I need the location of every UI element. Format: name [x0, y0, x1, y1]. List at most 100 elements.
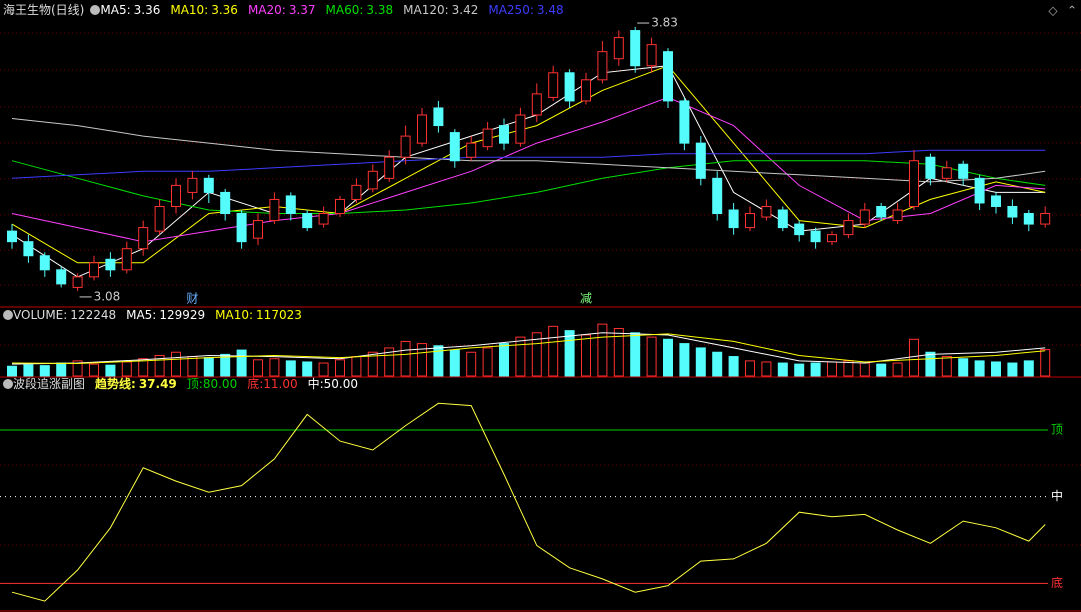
candle-body — [531, 93, 542, 116]
ma-legend: MA60: 3.38 — [326, 2, 394, 18]
ma-label: MA10: — [170, 3, 209, 17]
candle-body — [876, 205, 887, 218]
ma-label: MA10: — [215, 308, 254, 322]
candle-body — [466, 142, 477, 158]
volume-bar — [335, 359, 345, 377]
volume-legend: VOLUME: 122248 — [13, 307, 116, 323]
menu-icon[interactable] — [3, 379, 13, 389]
volume-ma-line — [11, 333, 1046, 365]
volume-bar — [367, 351, 378, 377]
volume-bar — [712, 351, 723, 377]
candle-body — [203, 177, 214, 193]
ma-value: 3.48 — [536, 3, 564, 17]
candle-body — [56, 269, 67, 285]
ma-line — [11, 65, 1046, 264]
volume-bar — [285, 360, 296, 377]
volume-bar — [613, 327, 624, 377]
candle-body — [695, 142, 706, 179]
candle-body — [909, 160, 919, 207]
volume-bar — [138, 358, 149, 377]
volume-bar — [220, 353, 231, 377]
volume-bar — [269, 358, 280, 377]
volume-bar — [121, 361, 132, 377]
level-value: 11.00 — [263, 377, 298, 391]
volume-bar — [253, 359, 263, 377]
volume-bar — [236, 349, 247, 377]
volume-bar — [187, 356, 198, 377]
volume-bar — [351, 356, 362, 377]
trend-line — [11, 402, 1046, 602]
volume-bar — [728, 356, 739, 377]
level-legend: 顶:80.00 — [187, 376, 237, 392]
window-icon[interactable]: ◇ — [1048, 4, 1058, 18]
candle-body — [761, 205, 772, 218]
level-label: 中: — [307, 377, 324, 391]
stock-title: 海王生物(日线) — [3, 3, 85, 17]
volume-bar — [171, 351, 181, 377]
candle-body — [335, 198, 345, 215]
volume-bar — [1040, 349, 1051, 377]
candle-body — [285, 195, 296, 215]
line-legend: 趋势线: 37.49 — [95, 376, 177, 392]
candle-body — [827, 234, 837, 243]
ma-label: MA60: — [325, 3, 364, 17]
ma-line — [11, 149, 1046, 179]
candle-body — [302, 213, 313, 229]
volume-bar — [663, 338, 673, 377]
volume-bar — [7, 365, 17, 377]
ma-value: 3.38 — [366, 3, 394, 17]
volume-bar — [925, 351, 936, 377]
candle-body — [171, 184, 181, 207]
volume-bar — [433, 345, 444, 377]
ma-value: 3.37 — [288, 3, 316, 17]
volume-bar — [1023, 360, 1034, 377]
ma-label: MA120: — [403, 3, 449, 17]
volume-bar — [876, 363, 887, 377]
candle-body — [351, 184, 362, 200]
level-legend: 底:11.00 — [247, 376, 297, 392]
line-value: 37.49 — [138, 377, 177, 391]
menu-icon[interactable] — [90, 5, 101, 15]
candle-body — [499, 125, 509, 144]
candle-body — [925, 156, 936, 179]
candle-body — [679, 100, 690, 144]
candle-body — [1007, 205, 1018, 218]
candle-body — [859, 209, 870, 225]
volume-bar — [892, 362, 903, 377]
ma-legend: MA10: 3.36 — [170, 2, 238, 18]
menu-icon[interactable] — [3, 310, 13, 320]
volume-bar — [417, 343, 427, 377]
candle-body — [581, 79, 591, 102]
candle-body — [794, 223, 805, 236]
ma-legend: MA10: 117023 — [215, 307, 302, 323]
volume-bar — [646, 336, 657, 377]
volume-bar — [1007, 362, 1018, 377]
candle-body — [138, 227, 149, 250]
volume-bar — [56, 362, 67, 377]
ma-legend: MA120: 3.42 — [403, 2, 478, 18]
candle-body — [1023, 213, 1034, 225]
indicator-title: 波段追涨副图 — [13, 377, 86, 391]
ma-value: 3.36 — [211, 3, 238, 17]
volume-bar — [302, 361, 313, 377]
volume-bar — [991, 361, 1001, 377]
volume-bar — [318, 362, 329, 377]
candle-body — [613, 37, 624, 60]
ma-legend: MA5: 3.36 — [100, 2, 160, 18]
ma-label: MA20: — [247, 3, 286, 17]
ma-line — [11, 118, 1046, 183]
volume-bar — [909, 338, 919, 377]
window-icon[interactable]: ⌃ — [1067, 4, 1077, 18]
volume-bar — [449, 349, 460, 377]
volume-bar — [974, 360, 985, 377]
volume-bar — [154, 354, 165, 377]
volume-bar — [679, 343, 690, 377]
candle-body — [777, 209, 788, 229]
candle-body — [515, 114, 526, 144]
level-mark: 底 — [1051, 575, 1063, 590]
level-value: 50.00 — [323, 377, 359, 391]
volume-bar — [531, 332, 542, 377]
volume-bar — [745, 360, 755, 377]
candle-body — [663, 51, 673, 102]
